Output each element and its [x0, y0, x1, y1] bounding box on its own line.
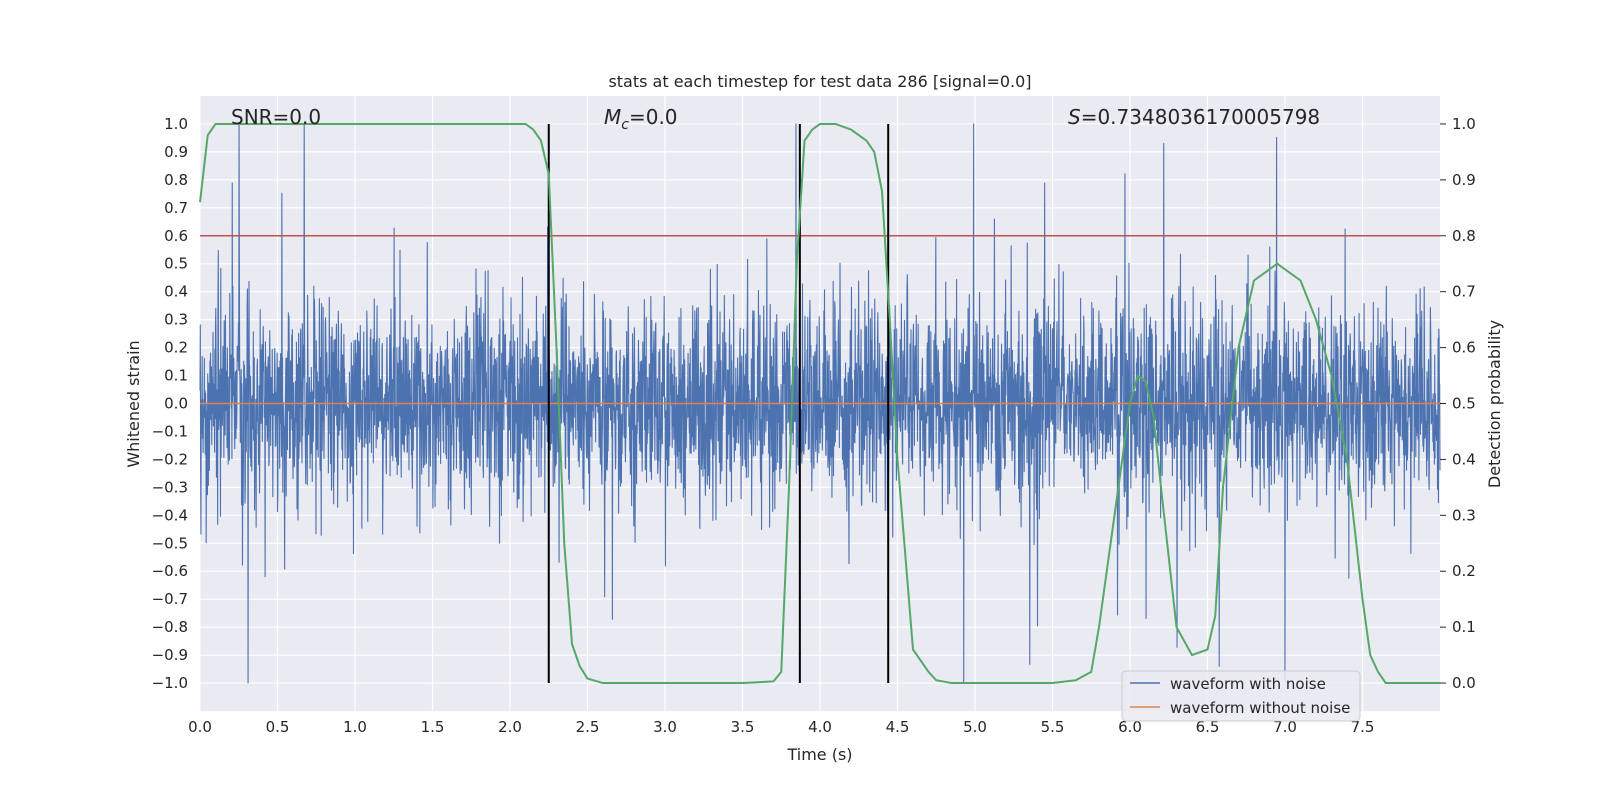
- x-tick-label: 7.5: [1351, 718, 1375, 736]
- y-tick-label-left: 0.1: [164, 367, 188, 385]
- x-tick-label: 0.0: [188, 718, 212, 736]
- overlay-lines: [199, 122, 1440, 685]
- y-tick-label-right: 0.9: [1452, 171, 1476, 189]
- y-tick-label-left: −0.4: [152, 506, 188, 524]
- x-tick-label: 2.5: [576, 718, 600, 736]
- x-tick-label: 6.5: [1196, 718, 1220, 736]
- y-axis-label-right: Detection probability: [1485, 320, 1504, 488]
- chirp-mass-subscript: c: [621, 117, 629, 133]
- y-tick-label-left: −1.0: [152, 674, 188, 692]
- x-tick-label: 4.0: [808, 718, 832, 736]
- y-tick-label-right: 0.5: [1452, 395, 1476, 413]
- y-tick-label-left: −0.1: [152, 422, 188, 440]
- x-tick-label: 3.0: [653, 718, 677, 736]
- chirp-mass-annotation: Mc=0.0: [604, 105, 678, 133]
- chart-title: stats at each timestep for test data 286…: [608, 72, 1031, 91]
- score-value: =0.7348036170005798: [1081, 105, 1320, 129]
- y-tick-label-right: 0.4: [1452, 450, 1476, 468]
- legend-box: [1121, 670, 1361, 722]
- y-tick-label-left: 0.7: [164, 199, 188, 217]
- y-tick-label-left: 0.4: [164, 283, 188, 301]
- y-tick-label-right: 0.3: [1452, 506, 1476, 524]
- tick-labels: 0.0 0.5 1.0 1.5 2.0 2.5 3.0 3.5 4.0 4.5 5.0 5.5 6.0 6…: [152, 115, 1476, 736]
- y-tick-label-left: −0.6: [152, 562, 188, 580]
- y-axis-label-left: Whitened strain: [124, 340, 143, 467]
- y-tick-label-left: 0.0: [164, 395, 188, 413]
- y-tick-label-right: 0.8: [1452, 227, 1476, 245]
- y-tick-label-right: 0.0: [1452, 674, 1476, 692]
- x-axis-label: Time (s): [786, 745, 852, 764]
- chirp-mass-value: =0.0: [629, 105, 678, 129]
- score-annotation: S=0.7348036170005798: [1068, 105, 1320, 129]
- y-tick-label-left: 0.5: [164, 255, 188, 273]
- y-tick-label-right: 0.2: [1452, 562, 1476, 580]
- y-tick-label-left: 1.0: [164, 115, 188, 133]
- y-tick-label-left: −0.2: [152, 450, 188, 468]
- x-tick-label: 3.5: [731, 718, 755, 736]
- x-tick-label: 6.0: [1118, 718, 1142, 736]
- x-tick-label: 1.5: [421, 718, 445, 736]
- waveform-with-noise-line: [199, 123, 1441, 684]
- x-tick-label: 4.5: [886, 718, 910, 736]
- y-tick-label-left: −0.9: [152, 646, 188, 664]
- y-tick-label-left: −0.5: [152, 534, 188, 552]
- x-tick-label: 5.5: [1041, 718, 1065, 736]
- y-tick-label-left: 0.9: [164, 143, 188, 161]
- score-symbol: S: [1068, 105, 1081, 129]
- x-tick-label: 2.0: [498, 718, 522, 736]
- noise-waveform: [199, 123, 1441, 684]
- y-tick-label-right: 0.1: [1452, 618, 1476, 636]
- y-tick-label-right: 0.6: [1452, 339, 1476, 357]
- x-tick-label: 5.0: [963, 718, 987, 736]
- y-tick-label-left: −0.3: [152, 478, 188, 496]
- legend: waveform with noise waveform without noi…: [1121, 670, 1361, 722]
- y-tick-label-right: 1.0: [1452, 115, 1476, 133]
- y-tick-label-left: −0.8: [152, 618, 188, 636]
- legend-label-waveform-without-noise: waveform without noise: [1170, 699, 1350, 717]
- y-tick-label-left: 0.3: [164, 311, 188, 329]
- x-tick-label: 7.0: [1273, 718, 1297, 736]
- legend-label-waveform-with-noise: waveform with noise: [1170, 675, 1326, 693]
- y-tick-label-right: 0.7: [1452, 283, 1476, 301]
- y-tick-label-left: 0.8: [164, 171, 188, 189]
- detection-probability-line: [199, 122, 1440, 685]
- x-tick-label: 0.5: [266, 718, 290, 736]
- snr-annotation: SNR=0.0: [231, 105, 321, 129]
- y-tick-label-left: −0.7: [152, 590, 188, 608]
- x-tick-label: 1.0: [343, 718, 367, 736]
- y-tick-label-left: 0.6: [164, 227, 188, 245]
- chirp-mass-symbol: M: [604, 105, 621, 129]
- y-tick-label-left: 0.2: [164, 339, 188, 357]
